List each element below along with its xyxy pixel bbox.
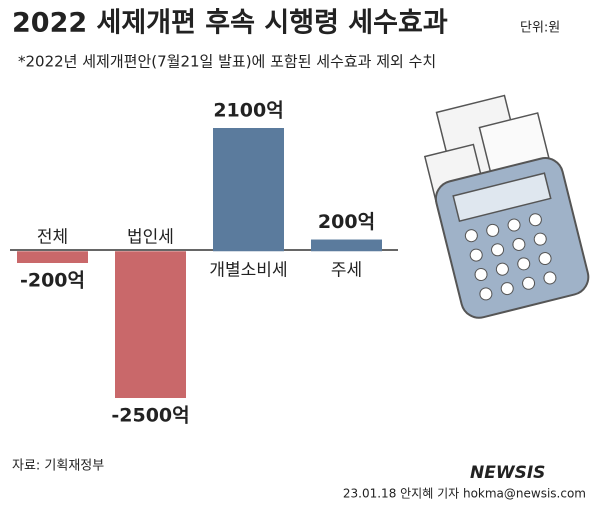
credit: 23.01.18 안지혜 기자 hokma@newsis.com [343, 487, 586, 501]
subtitle: *2022년 세제개편안(7월21일 발표)에 포함된 세수효과 제외 수치 [18, 53, 436, 71]
watermark: NEWSIS [470, 463, 545, 483]
chart-title: 2022 세제개편 후속 시행령 세수효과 [12, 8, 448, 39]
bar [213, 128, 284, 252]
category-label: 법인세 [127, 227, 174, 247]
bar [311, 239, 382, 252]
category-label: 개별소비세 [209, 260, 287, 280]
unit-label: 단위:원 [520, 21, 560, 36]
value-label: -2500억 [111, 405, 189, 427]
value-label: 200억 [318, 211, 375, 233]
value-label: -200억 [20, 270, 85, 292]
category-label: 주세 [331, 260, 362, 280]
calculator-illustration [423, 94, 590, 319]
bar [17, 251, 88, 263]
value-label: 2100억 [213, 100, 283, 122]
source: 자료: 기획재정부 [12, 459, 104, 474]
bar [115, 251, 186, 398]
category-label: 전체 [37, 227, 68, 247]
